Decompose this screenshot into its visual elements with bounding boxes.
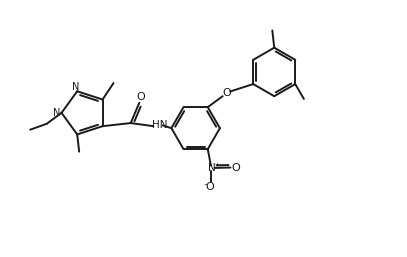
Text: O: O (223, 88, 231, 98)
Text: N: N (208, 163, 216, 173)
Text: $^-$: $^-$ (202, 181, 209, 190)
Text: N: N (53, 108, 60, 118)
Text: O: O (231, 162, 240, 172)
Text: N: N (72, 81, 79, 91)
Text: HN: HN (151, 121, 167, 130)
Text: O: O (206, 182, 214, 192)
Text: $^+$: $^+$ (213, 161, 220, 170)
Text: O: O (136, 92, 145, 102)
